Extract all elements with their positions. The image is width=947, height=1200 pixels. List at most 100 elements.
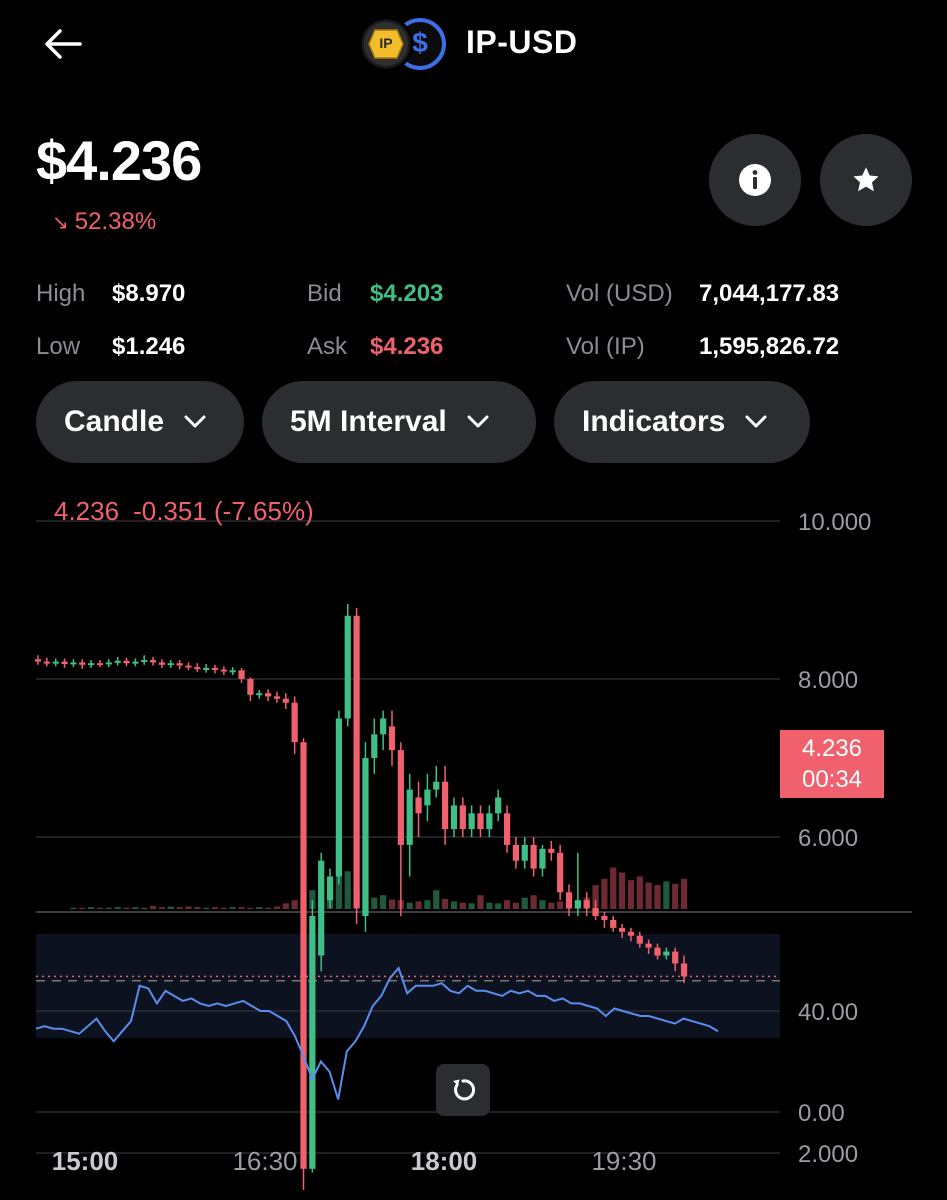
star-icon <box>853 167 879 192</box>
candle-body <box>318 860 325 956</box>
candle-body <box>459 805 466 830</box>
volume-bar <box>548 902 555 909</box>
volume-bar <box>309 890 316 909</box>
interval-dropdown[interactable]: 5M Interval <box>262 381 536 463</box>
x-tick-label: 18:00 <box>411 1146 478 1176</box>
volume-bar <box>512 902 519 909</box>
candle-body <box>442 781 449 830</box>
vol-usd-label: Vol (USD) <box>566 280 673 307</box>
candle-body <box>539 848 546 869</box>
reset-chart-button[interactable] <box>436 1064 490 1116</box>
favorite-button[interactable] <box>820 134 912 226</box>
rsi-tick-label: 40.00 <box>798 999 858 1026</box>
candle-body <box>96 663 104 666</box>
volume-bar <box>88 907 95 909</box>
current-price: $4.236 <box>36 129 202 192</box>
volume-bar <box>194 907 201 909</box>
volume-bar <box>256 907 263 909</box>
page-title: IP-USD <box>466 24 578 60</box>
candle-body <box>132 661 139 664</box>
volume-bar <box>105 907 112 909</box>
candle-body <box>211 667 219 670</box>
volume-bar <box>229 907 236 909</box>
candle-body <box>521 844 528 861</box>
volume-bar <box>539 900 546 909</box>
volume-bar <box>344 871 351 909</box>
rsi-line <box>35 966 719 1100</box>
volume-bar <box>672 883 679 909</box>
low-label: Low <box>36 333 81 360</box>
volume-bar <box>654 885 661 909</box>
volume-bar <box>282 903 289 909</box>
candle-body <box>583 900 590 909</box>
price-change: ↘ 52.38% <box>52 208 156 236</box>
chart-type-dropdown[interactable]: Candle <box>36 381 244 463</box>
x-tick-label: 15:00 <box>52 1146 119 1176</box>
candle-body <box>450 805 458 830</box>
candle-body <box>397 750 404 845</box>
volume-bar <box>114 907 121 909</box>
vol-ip-label: Vol (IP) <box>566 333 645 360</box>
candle-body <box>61 661 68 664</box>
candle-body <box>680 963 688 977</box>
indicators-label: Indicators <box>582 405 726 438</box>
volume-bar <box>203 907 210 909</box>
candle-body <box>265 693 272 697</box>
volume-bar <box>167 906 174 909</box>
price-chart[interactable]: 10.000 8.000 6.000 2.000 40.00 0.00 15:00 16:30… <box>0 490 947 1190</box>
back-arrow-icon[interactable] <box>38 22 86 66</box>
pair-logos: IP $ <box>358 16 450 72</box>
last-price-value: 4.236 <box>801 735 863 762</box>
volume-bar <box>495 903 502 909</box>
chart-legend: 4.236 -0.351 (-7.65%) <box>54 496 314 526</box>
y-tick-label: 6.000 <box>798 825 858 852</box>
candle-body <box>291 702 298 743</box>
chevron-down-icon <box>745 415 767 428</box>
candle-body <box>636 935 643 944</box>
candle-body <box>88 663 95 666</box>
candle-body <box>123 660 130 664</box>
candle-body <box>203 667 210 670</box>
volume-bar <box>176 907 183 909</box>
candle-body <box>344 615 351 719</box>
volume-bar <box>503 900 511 909</box>
candle-body <box>353 615 360 909</box>
candle-body <box>530 844 537 869</box>
candle-body <box>335 718 342 877</box>
candle-body <box>424 789 431 806</box>
vol-usd-value: 7,044,177.83 <box>699 280 840 307</box>
candle-body <box>468 813 475 830</box>
candle-body <box>34 659 42 662</box>
info-button[interactable] <box>709 134 801 226</box>
candle-body <box>627 931 635 936</box>
y-tick-label: 8.000 <box>798 667 858 694</box>
low-value: $1.246 <box>112 333 186 360</box>
candle-body <box>371 734 378 758</box>
candle-body <box>645 943 652 948</box>
x-tick-label: 19:30 <box>591 1146 656 1176</box>
rotate-icon <box>453 1079 476 1101</box>
volume-bar <box>371 897 378 909</box>
volume-bar <box>415 901 422 909</box>
candle-body <box>194 667 201 670</box>
candle-body <box>176 663 183 666</box>
volume-bar <box>406 902 413 909</box>
volume-bar <box>211 907 219 909</box>
chart-type-label: Candle <box>64 405 165 438</box>
candle-body <box>52 661 59 664</box>
volume-bar <box>424 900 431 909</box>
volume-bar <box>442 898 449 909</box>
header: IP $ IP-USD <box>0 0 947 90</box>
high-label: High <box>36 280 86 307</box>
volume-bar <box>619 872 626 909</box>
candle-body <box>592 908 599 916</box>
bid-value: $4.203 <box>370 280 444 307</box>
volume-bar <box>388 899 396 909</box>
candle-body <box>610 919 617 928</box>
volume-bar <box>645 882 652 909</box>
volume-bar <box>291 900 298 909</box>
indicators-dropdown[interactable]: Indicators <box>554 381 810 463</box>
vol-ip-value: 1,595,826.72 <box>699 333 840 360</box>
volume-bar <box>610 867 617 909</box>
candle-body <box>503 813 511 845</box>
